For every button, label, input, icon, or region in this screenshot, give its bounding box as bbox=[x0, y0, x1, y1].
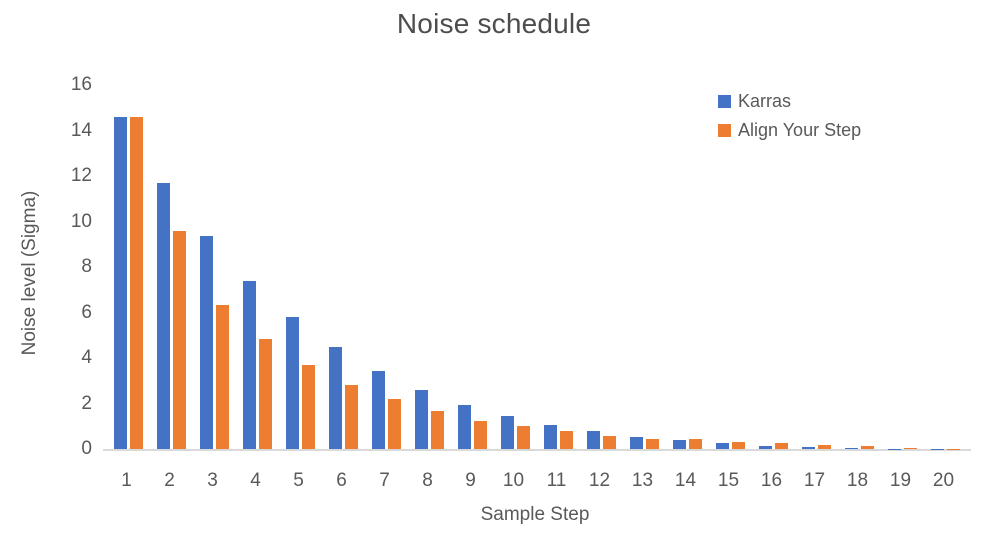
bar-karras-16 bbox=[759, 445, 772, 449]
x-tick-label-14: 14 bbox=[674, 470, 697, 491]
bar-align-your-step-3 bbox=[216, 304, 229, 449]
x-tick-label-18: 18 bbox=[846, 470, 869, 491]
y-tick-label-14: 14 bbox=[70, 119, 92, 141]
bar-karras-6 bbox=[329, 346, 342, 449]
x-tick-label-1: 1 bbox=[121, 470, 132, 491]
x-tick-label-8: 8 bbox=[422, 470, 433, 491]
bar-align-your-step-4 bbox=[259, 338, 272, 449]
x-tick-label-17: 17 bbox=[803, 470, 826, 491]
bar-align-your-step-8 bbox=[431, 411, 444, 449]
legend-label: Karras bbox=[738, 90, 792, 111]
x-axis-line bbox=[103, 449, 971, 451]
bar-align-your-step-17 bbox=[818, 444, 831, 449]
x-tick-label-2: 2 bbox=[164, 470, 175, 491]
y-tick-label-2: 2 bbox=[81, 392, 92, 414]
bar-karras-11 bbox=[544, 425, 557, 449]
bar-karras-10 bbox=[501, 416, 514, 449]
bar-align-your-step-6 bbox=[345, 385, 358, 449]
bar-align-your-step-19 bbox=[904, 447, 917, 449]
legend-swatch-icon bbox=[718, 123, 731, 137]
bar-align-your-step-9 bbox=[474, 420, 487, 449]
bar-align-your-step-11 bbox=[560, 430, 573, 449]
bar-karras-9 bbox=[458, 404, 471, 449]
bar-align-your-step-14 bbox=[689, 439, 702, 449]
bar-karras-2 bbox=[157, 182, 170, 449]
bar-karras-13 bbox=[630, 437, 643, 449]
bar-align-your-step-18 bbox=[861, 446, 874, 449]
bar-karras-5 bbox=[286, 317, 299, 449]
bar-align-your-step-13 bbox=[646, 438, 659, 449]
x-tick-label-11: 11 bbox=[546, 470, 567, 491]
x-tick-label-16: 16 bbox=[760, 470, 783, 491]
x-tick-label-9: 9 bbox=[465, 470, 476, 491]
x-tick-label-5: 5 bbox=[293, 470, 304, 491]
y-tick-label-12: 12 bbox=[70, 165, 92, 186]
x-tick-label-20: 20 bbox=[932, 470, 955, 491]
x-axis-title: Sample Step bbox=[480, 504, 590, 525]
x-tick-label-6: 6 bbox=[336, 470, 347, 491]
bar-karras-14 bbox=[673, 440, 686, 449]
legend: Karras Align Your Step bbox=[718, 90, 862, 150]
x-tick-label-3: 3 bbox=[207, 470, 218, 491]
bar-align-your-step-1 bbox=[130, 116, 143, 449]
bar-karras-17 bbox=[802, 447, 815, 449]
bar-karras-8 bbox=[415, 389, 428, 449]
bar-align-your-step-12 bbox=[603, 436, 616, 449]
y-tick-label-10: 10 bbox=[70, 210, 92, 232]
y-tick-label-16: 16 bbox=[70, 74, 92, 95]
legend-label: Align Your Step bbox=[738, 119, 862, 140]
y-tick-label-0: 0 bbox=[81, 438, 92, 459]
x-tick-label-7: 7 bbox=[379, 470, 390, 491]
bar-align-your-step-5 bbox=[302, 364, 315, 449]
bar-align-your-step-7 bbox=[388, 398, 401, 449]
x-tick-label-10: 10 bbox=[502, 470, 525, 491]
legend-item-karras: Karras bbox=[718, 90, 861, 111]
bar-karras-4 bbox=[243, 280, 256, 449]
bar-karras-15 bbox=[716, 443, 729, 449]
bar-karras-3 bbox=[200, 236, 213, 449]
bar-karras-1 bbox=[114, 116, 127, 449]
bar-karras-12 bbox=[587, 431, 600, 449]
x-tick-label-12: 12 bbox=[588, 470, 611, 491]
bar-karras-7 bbox=[372, 370, 385, 449]
x-tick-label-4: 4 bbox=[250, 470, 261, 491]
legend-item-align-your-step: Align Your Step bbox=[718, 119, 862, 140]
x-tick-label-19: 19 bbox=[889, 470, 912, 491]
x-tick-label-15: 15 bbox=[717, 470, 740, 491]
y-tick-label-8: 8 bbox=[81, 256, 92, 277]
legend-swatch-icon bbox=[718, 94, 731, 108]
chart-title: Noise schedule bbox=[396, 8, 592, 39]
bar-align-your-step-15 bbox=[732, 441, 745, 449]
bar-karras-18 bbox=[845, 448, 858, 449]
bar-align-your-step-2 bbox=[173, 230, 186, 449]
x-tick-label-13: 13 bbox=[631, 470, 654, 491]
bar-align-your-step-10 bbox=[517, 426, 530, 449]
bar-align-your-step-16 bbox=[775, 443, 788, 449]
y-tick-label-4: 4 bbox=[81, 347, 92, 368]
y-tick-label-6: 6 bbox=[81, 301, 92, 323]
